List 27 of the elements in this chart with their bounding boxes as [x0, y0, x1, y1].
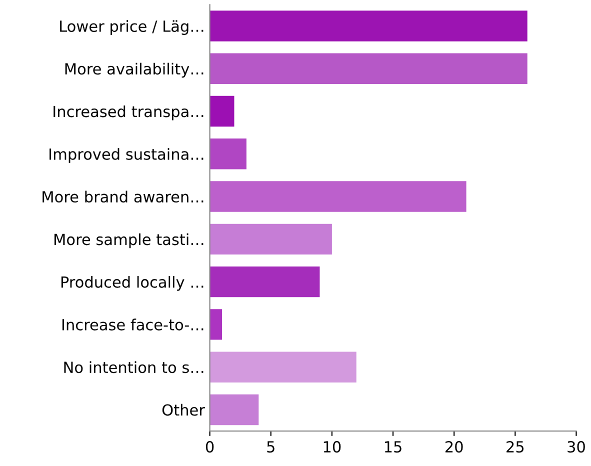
- x-tick-label: 0: [206, 441, 214, 453]
- bar: [210, 266, 320, 298]
- y-tick-label: More brand awaren…: [42, 190, 204, 203]
- bar: [210, 309, 222, 340]
- y-tick-label: More sample tasti…: [54, 233, 204, 248]
- bar: [210, 53, 528, 84]
- x-tick-label: 15: [384, 441, 402, 453]
- bar: [210, 138, 246, 170]
- bar: [210, 96, 234, 127]
- x-tick-label: 5: [267, 441, 274, 453]
- y-tick-label: Improved sustaina…: [50, 148, 204, 163]
- x-tick-label: 25: [506, 441, 524, 453]
- x-tick-label: 20: [445, 441, 463, 453]
- bar: [210, 352, 356, 382]
- y-tick-label: Other: [162, 404, 205, 416]
- bar: [210, 394, 259, 426]
- x-tick-label: 10: [324, 441, 341, 453]
- y-tick-label: Produced locally …: [61, 276, 204, 291]
- y-tick-label: More availability…: [65, 62, 204, 78]
- bar: [210, 224, 332, 255]
- y-tick-label: Lower price / Läg…: [60, 20, 204, 35]
- bar: [210, 10, 528, 42]
- bar: [210, 181, 466, 212]
- x-tick-label: 30: [568, 441, 585, 453]
- y-tick-label: No intention to s…: [64, 361, 204, 374]
- y-tick-label: Increased transpa…: [54, 105, 204, 120]
- y-tick-label: Increase face-to-…: [62, 318, 204, 330]
